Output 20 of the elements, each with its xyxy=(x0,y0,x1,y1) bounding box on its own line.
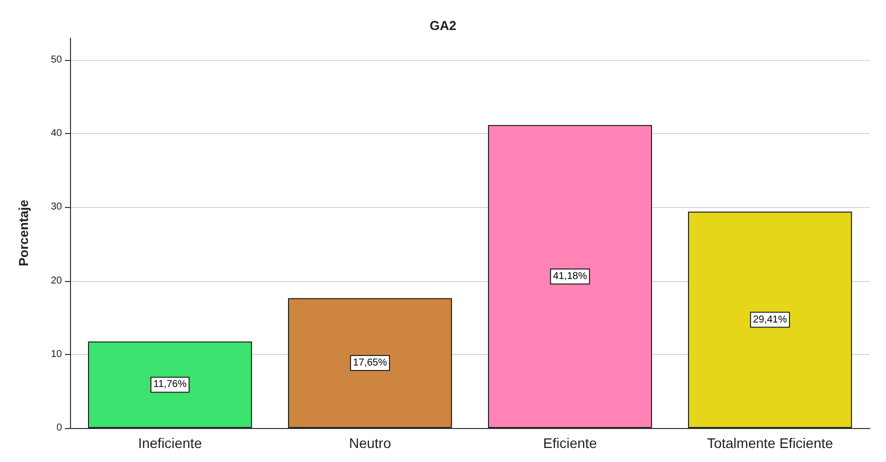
x-tick-label: Ineficiente xyxy=(138,435,202,451)
y-axis-title: Porcentaje xyxy=(16,200,31,266)
data-label: 41,18% xyxy=(553,270,588,282)
bar xyxy=(688,212,852,428)
data-label: 11,76% xyxy=(153,379,187,390)
y-tick-label: 10 xyxy=(50,348,62,360)
bar xyxy=(88,341,252,428)
y-tick-label: 0 xyxy=(56,422,62,434)
data-label: 17,65% xyxy=(353,358,388,369)
x-tick-label: Neutro xyxy=(348,435,392,451)
bar xyxy=(288,298,452,428)
y-tick-label: 30 xyxy=(50,202,62,213)
data-label: 29,41% xyxy=(753,314,788,326)
y-tick-label: 50 xyxy=(50,54,62,66)
x-tick-label: Totalmente Eficiente xyxy=(706,435,834,451)
bar xyxy=(488,124,652,428)
y-tick-label: 40 xyxy=(50,128,62,140)
chart-title: GA2 xyxy=(430,18,456,33)
x-tick-label: Eficiente xyxy=(543,435,598,451)
y-tick-label: 20 xyxy=(50,275,62,286)
